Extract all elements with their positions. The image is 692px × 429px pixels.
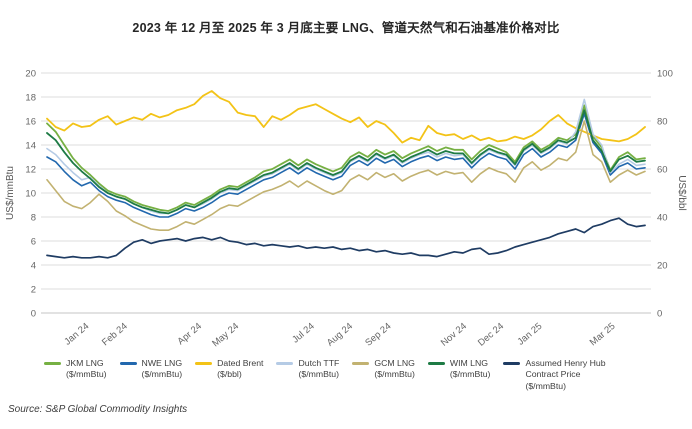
legend-series-name: Assumed Henry Hub Contract Price	[525, 358, 606, 380]
legend-series-unit: ($/mmBtu)	[298, 369, 340, 380]
legend-label: Dutch TTF ($/mmBtu)	[298, 358, 339, 381]
left-axis-tick-label: 4	[31, 261, 36, 272]
left-axis-tick-label: 18	[25, 93, 36, 104]
legend-item-wim-lng: WIM LNG ($/mmBtu)	[427, 358, 491, 381]
left-axis-tick-label: 16	[25, 117, 36, 128]
legend-item-jkm-lng: JKM LNG ($/mmBtu)	[44, 358, 107, 381]
series-line-wim-lng	[46, 109, 646, 215]
legend-swatch	[276, 362, 294, 365]
legend-series-unit: ($/mmBtu)	[449, 369, 491, 380]
left-axis-tick-label: 14	[25, 141, 36, 152]
series-line-nwe-lng	[46, 113, 646, 218]
legend-series-unit: ($/mmBtu)	[141, 369, 183, 380]
legend-item-dutch-ttf: Dutch TTF ($/mmBtu)	[276, 358, 339, 381]
left-axis-tick-label: 2	[31, 285, 36, 296]
left-axis-tick-label: 8	[31, 213, 36, 224]
legend-swatch	[195, 362, 213, 365]
x-axis-tick-label: Apr 24	[175, 321, 204, 347]
left-axis-tick-label: 10	[25, 189, 36, 200]
legend-series-unit: ($/mmBtu)	[525, 380, 566, 391]
legend-label: NWE LNG ($/mmBtu)	[142, 358, 183, 381]
legend-swatch	[119, 362, 137, 365]
legend-item-gcm-lng: GCM LNG ($/mmBtu)	[352, 358, 415, 381]
chart-title: 2023 年 12 月至 2025 年 3 月底主要 LNG、管道天然气和石油基…	[132, 21, 560, 35]
legend-label: Dated Brent ($/bbl)	[217, 358, 263, 381]
left-axis-tick-label: 0	[31, 309, 36, 320]
right-axis-tick-label: 40	[657, 213, 668, 224]
legend-series-unit: ($/mmBtu)	[66, 369, 107, 380]
right-axis-tick-label: 60	[657, 165, 668, 176]
x-axis-tick-label: Nov 24	[439, 321, 469, 349]
left-axis-tick-label: 6	[31, 237, 36, 248]
x-axis-tick-label: Feb 24	[100, 321, 130, 348]
right-axis-title: US$/bbl	[676, 175, 687, 211]
right-axis-tick-label: 100	[657, 69, 673, 80]
legend-swatch	[44, 362, 61, 365]
source-note: Source: S&P Global Commodity Insights	[8, 404, 188, 415]
legend-series-name: Dated Brent	[217, 358, 264, 368]
right-axis-tick-label: 0	[657, 309, 662, 320]
legend-series-name: GCM LNG	[374, 358, 415, 368]
legend-item-nwe-lng: NWE LNG ($/mmBtu)	[119, 358, 183, 381]
legend-label: GCM LNG ($/mmBtu)	[374, 358, 415, 381]
legend-swatch	[352, 362, 370, 365]
legend-label: Assumed Henry Hub Contract Price ($/mmBtu…	[525, 358, 617, 392]
right-axis-tick-label: 20	[657, 261, 668, 272]
x-axis-tick-label: May 24	[210, 321, 241, 349]
legend-label: WIM LNG ($/mmBtu)	[450, 358, 491, 381]
legend-swatch	[427, 362, 445, 365]
x-axis-tick-label: Aug 24	[325, 321, 355, 349]
left-axis-tick-label: 12	[25, 165, 36, 176]
legend-series-unit: ($/mmBtu)	[374, 369, 415, 380]
legend-item-dated-brent: Dated Brent ($/bbl)	[195, 358, 263, 381]
legend-item-assumed-henry-hub-contract-price: Assumed Henry Hub Contract Price ($/mmBtu…	[503, 358, 617, 392]
legend-series-name: JKM LNG	[66, 358, 104, 368]
x-axis-tick-label: Mar 25	[588, 321, 618, 348]
left-axis-title: US$/mmBtu	[5, 166, 16, 220]
x-axis-tick-label: Jan 24	[62, 321, 91, 348]
x-axis-tick-label: Jan 25	[515, 321, 544, 348]
legend-series-unit: ($/bbl)	[217, 369, 242, 380]
x-axis-tick-label: Dec 24	[476, 321, 506, 349]
series-line-jkm-lng	[46, 104, 646, 212]
series-line-gcm-lng	[46, 120, 646, 231]
x-axis-tick-label: Sep 24	[363, 321, 393, 349]
legend-series-name: WIM LNG	[449, 358, 489, 368]
series-line-assumed-henry-hub-contract-price	[46, 217, 646, 259]
left-axis-tick-label: 20	[25, 69, 36, 80]
chart-legend: JKM LNG ($/mmBtu) NWE LNG ($/mmBtu) Dated Br…	[44, 358, 686, 392]
x-axis-tick-label: Jul 24	[290, 321, 316, 346]
legend-series-name: Dutch TTF	[298, 358, 340, 368]
legend-swatch	[503, 362, 521, 365]
series-line-dated-brent	[46, 90, 646, 144]
legend-series-name: NWE LNG	[141, 358, 183, 368]
right-axis-tick-label: 80	[657, 117, 668, 128]
legend-label: JKM LNG ($/mmBtu)	[66, 358, 107, 381]
